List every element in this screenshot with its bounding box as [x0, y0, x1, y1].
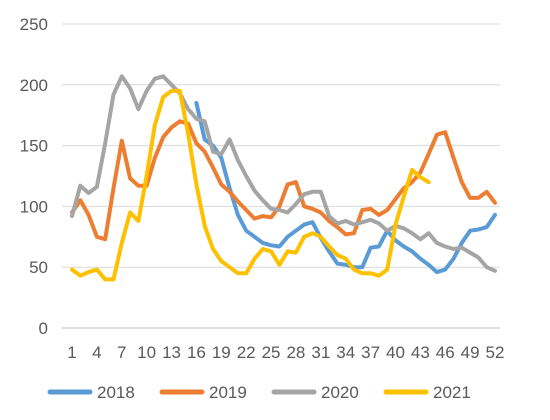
- x-tick-label: 7: [117, 343, 126, 362]
- series-line-2019: [70, 119, 497, 242]
- x-tick-label: 16: [187, 343, 206, 362]
- x-tick-label: 46: [436, 343, 455, 362]
- x-tick-label: 31: [311, 343, 330, 362]
- x-tick-label: 13: [162, 343, 181, 362]
- legend-label-2019: 2019: [209, 383, 247, 402]
- x-tick-label: 10: [137, 343, 156, 362]
- x-tick-label: 28: [286, 343, 305, 362]
- y-tick-label: 200: [20, 76, 48, 95]
- legend: 2018 2019 2020 2021: [47, 383, 471, 402]
- x-tick-label: 52: [486, 343, 505, 362]
- x-tick-label: 22: [237, 343, 256, 362]
- series-line-2020: [70, 74, 497, 273]
- y-tick-label: 50: [29, 258, 48, 277]
- x-tick-label: 25: [262, 343, 281, 362]
- series-line-2021: [70, 88, 431, 282]
- x-tick-label: 19: [212, 343, 231, 362]
- x-tick-label: 49: [461, 343, 480, 362]
- series-line-2018: [194, 101, 497, 275]
- x-tick-label: 34: [336, 343, 355, 362]
- y-axis-tick-labels: 0 50 100 150 200 250: [20, 15, 48, 338]
- series-lines: [70, 74, 497, 282]
- x-tick-label: 1: [67, 343, 76, 362]
- x-axis-tick-labels: 1 4 7 10 13 16 19 22 25 28 31 34 37 40 43 46 49 52: [67, 343, 504, 362]
- y-tick-label: 100: [20, 197, 48, 216]
- x-tick-label: 37: [361, 343, 380, 362]
- legend-label-2021: 2021: [433, 383, 471, 402]
- y-tick-label: 250: [20, 15, 48, 34]
- legend-label-2020: 2020: [321, 383, 359, 402]
- x-tick-label: 4: [92, 343, 101, 362]
- legend-label-2018: 2018: [97, 383, 135, 402]
- y-tick-label: 150: [20, 137, 48, 156]
- y-tick-label: 0: [39, 319, 48, 338]
- x-tick-label: 40: [386, 343, 405, 362]
- x-tick-label: 43: [411, 343, 430, 362]
